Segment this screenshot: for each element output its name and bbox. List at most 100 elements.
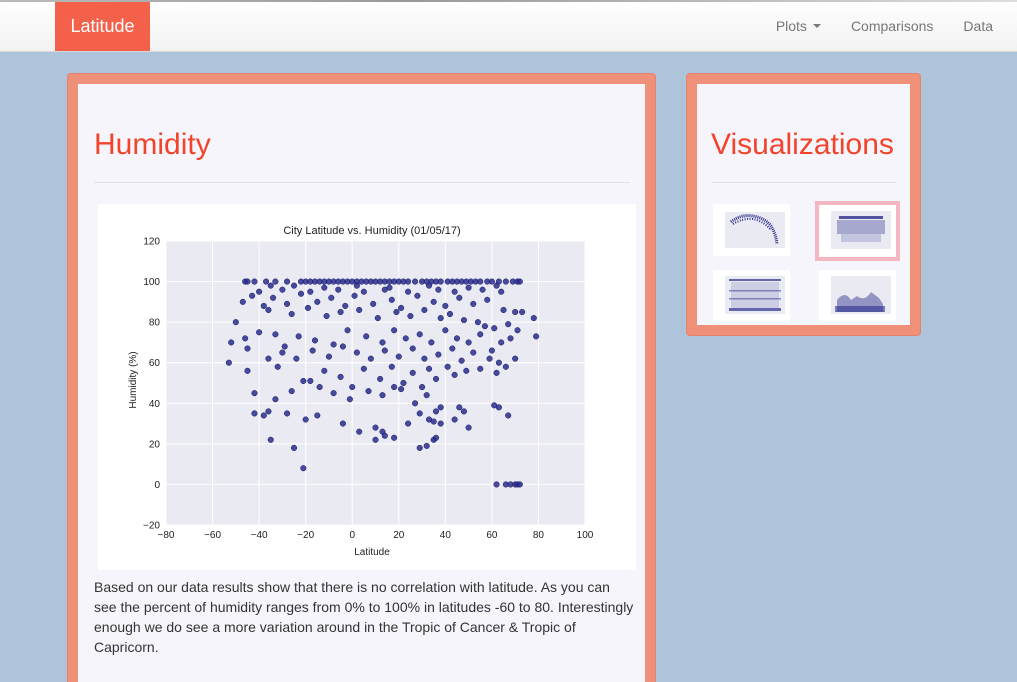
scatter-point: [295, 333, 302, 340]
humidity-chart: −80 −60 −40 −20 0 20 40 60 80 100 −20 0 20 40 60 80 100…: [98, 204, 636, 570]
scatter-point: [311, 337, 319, 344]
scatter-point: [451, 371, 458, 378]
scatter-point: [388, 296, 395, 303]
scatter-point: [363, 333, 370, 340]
scatter-point: [530, 315, 537, 322]
scatter-point: [456, 294, 463, 301]
scatter-point: [349, 384, 356, 391]
scatter-point: [256, 329, 263, 336]
scatter-point: [242, 335, 249, 342]
scatter-point: [372, 436, 379, 443]
scatter-point: [437, 404, 444, 411]
scatter-point: [272, 331, 279, 338]
scatter-point: [398, 304, 405, 311]
scatter-point: [486, 355, 493, 362]
scatter-point: [414, 292, 421, 299]
y-tick-label: −20: [143, 521, 160, 532]
y-tick-label: 60: [149, 358, 161, 369]
humidity-thumbnail-icon: [831, 211, 891, 249]
scatter-point: [451, 288, 458, 295]
scatter-point: [307, 288, 314, 295]
scatter-point: [458, 357, 465, 364]
scatter-point: [379, 339, 386, 346]
scatter-point: [393, 308, 400, 316]
scatter-point: [265, 408, 272, 415]
scatter-point: [507, 335, 514, 342]
x-tick-label: 100: [577, 530, 594, 541]
scatter-point: [346, 396, 353, 403]
thumb-cloudiness[interactable]: [713, 270, 790, 322]
scatter-point: [228, 339, 235, 346]
scatter-point: [342, 302, 349, 309]
scatter-point: [488, 278, 495, 285]
nav-links: Plots Comparisons Data: [761, 0, 1017, 52]
scatter-point: [423, 392, 430, 399]
scatter-point: [283, 410, 291, 417]
nav-comparisons-link[interactable]: Comparisons: [850, 18, 934, 34]
scatter-point: [321, 367, 328, 374]
scatter-point: [435, 351, 442, 358]
scatter-point: [265, 306, 272, 314]
scatter-point: [437, 420, 444, 427]
scatter-point: [477, 365, 484, 372]
nav-plots-dropdown[interactable]: Plots: [761, 0, 836, 52]
x-tick-label: 80: [533, 530, 545, 541]
scatter-point: [225, 359, 232, 366]
scatter-point: [304, 304, 312, 311]
scatter-point: [288, 388, 295, 395]
scatter-point: [498, 339, 505, 346]
wind-speed-thumbnail-icon: [831, 276, 891, 314]
scatter-point: [493, 369, 500, 376]
visualizations-panel-body: Visualizations .: [697, 84, 910, 325]
scatter-point: [256, 288, 263, 295]
scatter-point: [533, 333, 540, 340]
thumb-wind-speed[interactable]: [819, 270, 896, 322]
scatter-point: [232, 319, 239, 326]
scatter-point: [374, 315, 381, 322]
scatter-point: [412, 278, 419, 285]
scatter-point: [500, 306, 507, 314]
scatter-point: [398, 386, 405, 393]
scatter-point: [481, 323, 488, 330]
scatter-point: [321, 284, 328, 291]
scatter-point: [370, 300, 377, 307]
brand-link[interactable]: Latitude: [55, 2, 150, 51]
scatter-point: [381, 432, 388, 439]
scatter-point: [323, 313, 330, 320]
scatter-point: [335, 286, 342, 293]
nav-data-link[interactable]: Data: [963, 18, 993, 34]
scatter-point: [297, 290, 305, 297]
sidebar-divider: [711, 182, 897, 183]
scatter-point: [495, 404, 502, 411]
scatter-point: [493, 282, 500, 289]
scatter-point: [316, 384, 323, 391]
scatter-point: [479, 286, 486, 293]
scatter-point: [356, 428, 363, 435]
thumb-humidity[interactable]: [815, 201, 900, 261]
thumb-max-temp[interactable]: .: [713, 204, 790, 256]
scatter-point: [388, 363, 395, 370]
scatter-point: [391, 434, 398, 441]
scatter-point: [353, 349, 360, 356]
scatter-point: [421, 306, 428, 314]
scatter-point: [391, 384, 398, 391]
y-tick-label: 0: [154, 480, 160, 491]
scatter-point: [260, 412, 267, 419]
nav-plots-label: Plots: [775, 18, 807, 34]
y-tick-label: 100: [143, 277, 160, 288]
scatter-point: [432, 434, 440, 441]
scatter-point: [484, 296, 491, 303]
scatter-point: [272, 278, 279, 285]
x-tick-label: −80: [158, 530, 175, 541]
scatter-point: [267, 436, 274, 443]
scatter-point: [330, 390, 337, 397]
scatter-point: [244, 278, 251, 285]
scatter-point: [446, 310, 454, 318]
y-tick-labels: −20 0 20 40 60 80 100 120: [143, 237, 160, 532]
scatter-point: [290, 282, 298, 289]
scatter-point: [270, 294, 277, 301]
scatter-point: [293, 355, 300, 362]
page-title: Humidity: [94, 128, 211, 161]
svg-text:.: .: [751, 207, 752, 210]
scatter-point: [249, 292, 256, 299]
